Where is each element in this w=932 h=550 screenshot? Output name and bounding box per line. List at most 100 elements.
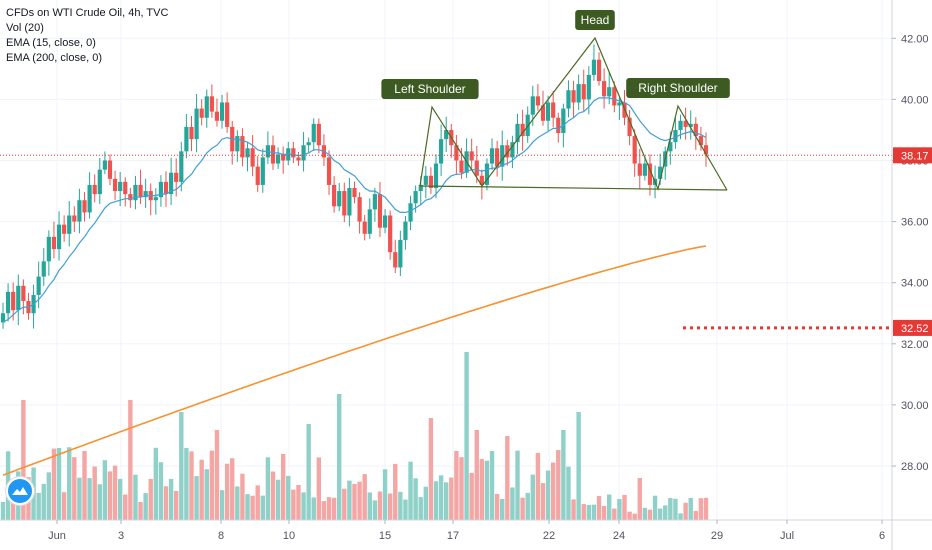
price-axis-tick-label: 40.00: [901, 94, 929, 106]
candle-body: [209, 96, 214, 112]
tradingview-logo-icon[interactable]: [6, 477, 34, 505]
volume-bar: [36, 492, 41, 520]
volume-bar: [209, 450, 215, 520]
volume-bar: [545, 470, 551, 520]
volume-bar: [566, 466, 571, 520]
candle-body: [571, 90, 576, 103]
candle-body: [347, 187, 352, 216]
volume-bar: [77, 477, 82, 520]
volume-bar: [342, 488, 347, 520]
candle-body: [500, 145, 505, 167]
volume-bar: [72, 457, 77, 520]
candle-body: [489, 148, 495, 164]
candle-body: [510, 142, 515, 158]
volume-bar: [352, 483, 357, 520]
ema-15-line: [2, 97, 707, 323]
volume-bar: [535, 452, 541, 520]
candle-body: [632, 136, 637, 164]
volume-bar: [377, 491, 383, 520]
volume-bar: [479, 459, 485, 520]
volume-bar: [607, 494, 612, 520]
right-shoulder-label-text: Right Shoulder: [638, 81, 717, 95]
volume-bar: [550, 462, 556, 520]
candle-body: [250, 148, 255, 167]
candle-body: [204, 96, 209, 118]
candle-body: [56, 224, 62, 250]
head-label-box: [575, 10, 615, 30]
volume-bar: [286, 475, 291, 520]
volume-bar: [382, 469, 388, 520]
candle-body: [133, 184, 138, 201]
volume-bar: [10, 498, 16, 520]
volume-bar: [413, 478, 418, 520]
candle-body: [408, 203, 413, 222]
time-axis-tick-label: 6: [879, 530, 885, 542]
candle-body: [658, 166, 663, 179]
volume-bar: [240, 473, 245, 520]
candle-body: [41, 261, 46, 277]
candle-body: [586, 74, 591, 100]
candle-body: [362, 221, 367, 234]
candle-body: [214, 111, 220, 121]
candle-body: [260, 157, 265, 185]
target-price-tag-bg: [893, 319, 932, 336]
candle-body: [367, 209, 372, 234]
volume-bar: [138, 501, 143, 520]
candle-body: [535, 96, 540, 106]
candle-body: [627, 117, 632, 137]
volume-bar: [163, 486, 169, 520]
head-label-text: Head: [581, 13, 610, 27]
candle-body: [357, 197, 362, 222]
volume-bar: [693, 510, 699, 520]
target-price-tag: 32.52: [893, 319, 932, 336]
candle-body: [530, 96, 535, 115]
candle-body: [474, 160, 479, 176]
candle-body: [352, 187, 357, 198]
candle-body: [439, 139, 444, 164]
candle-body: [112, 178, 118, 192]
time-axis-tick-label: 24: [613, 530, 625, 542]
candle-body: [566, 90, 571, 109]
candle-body: [576, 84, 581, 103]
volume-bar: [97, 484, 102, 520]
volume-bar: [617, 499, 622, 520]
volume-bar: [189, 451, 194, 520]
candle-body: [51, 236, 57, 250]
volume-bar: [698, 498, 704, 520]
volume-bar: [158, 462, 164, 520]
volume-bar: [393, 463, 398, 520]
volume-bar: [316, 457, 322, 520]
price-axis-tick-label: 36.00: [901, 217, 929, 229]
legend-ema-15: EMA (15, close, 0): [6, 37, 96, 49]
left-shoulder-label: Left Shoulder: [381, 79, 479, 99]
volume-bar: [403, 499, 408, 520]
candle-body: [459, 160, 464, 173]
volume-bar: [92, 466, 97, 520]
volume-bar: [179, 412, 184, 520]
candle-body: [316, 123, 321, 146]
volume-bar: [576, 412, 581, 520]
candle-body: [77, 200, 82, 222]
candle-body: [311, 123, 316, 143]
candle-body: [153, 197, 158, 201]
volume-bar: [530, 474, 535, 520]
volume-bar: [525, 492, 530, 520]
volume-bar: [469, 472, 474, 520]
volume-bar: [449, 477, 454, 520]
candle-body: [102, 160, 107, 170]
candle-body: [693, 123, 698, 137]
candle-body: [668, 142, 673, 152]
candle-body: [87, 184, 92, 213]
candle-body: [469, 151, 474, 161]
ema-200-line: [2, 245, 707, 476]
candle-body: [602, 81, 607, 97]
volume-bar: [102, 460, 108, 520]
volume-bar: [637, 478, 642, 520]
candle-body: [169, 172, 174, 195]
volume-bar: [408, 461, 413, 520]
candle-body: [388, 215, 393, 253]
volume-bar: [347, 480, 352, 520]
volume-bar: [184, 448, 189, 520]
volume-bar: [647, 509, 653, 520]
